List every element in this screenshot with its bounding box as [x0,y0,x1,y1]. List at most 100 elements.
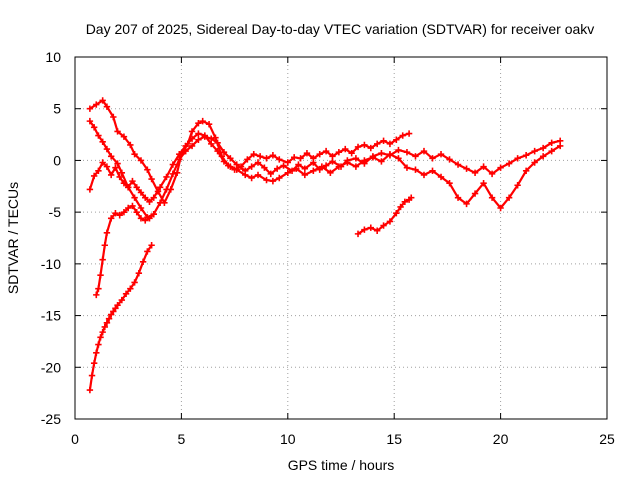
data-point [90,124,98,131]
data-point [107,153,115,160]
data-point [342,145,349,153]
data-point [127,141,134,149]
data-point [144,248,151,255]
data-point [322,162,330,169]
data-point [137,157,145,164]
data-point [522,167,530,174]
data-point [397,203,404,211]
data-point [386,151,394,158]
data-point [95,341,102,348]
data-point [437,173,445,181]
data-point [103,103,111,110]
data-point [395,146,402,154]
data-point [120,179,128,187]
data-point [488,170,496,178]
data-point [125,184,132,191]
data-point [199,117,206,125]
x-tick-label: 20 [493,431,509,447]
data-point [548,139,555,147]
data-point [114,160,121,167]
data-point [86,186,94,193]
data-point [131,194,138,201]
data-point [301,171,309,179]
data-point [505,194,513,201]
data-point [295,161,302,168]
data-point [256,153,264,160]
data-point [293,165,300,172]
data-point [90,359,98,367]
data-point [86,105,94,112]
data-point [163,173,170,181]
data-point [195,136,202,143]
data-point [201,132,209,139]
data-point [488,194,496,201]
data-point [454,161,462,168]
data-point [454,194,462,201]
data-point [273,165,281,172]
data-point [514,155,521,162]
data-point [137,189,145,196]
data-point [531,147,538,155]
data-point [93,101,100,108]
data-point [463,200,470,208]
series-arc-3 [86,130,564,212]
data-point [156,199,164,207]
data-point [303,149,311,157]
data-point [248,174,255,182]
data-point [244,156,251,163]
data-point [497,204,504,212]
data-point [116,212,123,219]
data-point [205,121,213,128]
data-point [101,242,108,249]
x-axis-label: GPS time / hours [288,457,395,473]
data-point [378,149,385,157]
chart-title: Day 207 of 2025, Sidereal Day-to-day VTE… [86,21,595,37]
data-point [329,158,336,165]
y-tick-label: -5 [49,204,62,220]
data-point [393,136,400,143]
data-point [99,159,106,166]
y-axis-label: SDTVAR / TECUs [5,182,21,294]
data-point [373,140,381,148]
data-point [310,167,317,174]
data-point [114,128,121,135]
data-point [369,154,377,161]
data-point [335,148,343,156]
x-tick-label: 0 [71,431,79,447]
data-point [354,143,362,151]
data-point [408,194,415,201]
data-point [242,171,249,179]
data-point [95,285,102,292]
data-point [367,144,374,152]
data-point [386,140,394,148]
data-point [403,164,411,171]
data-point [284,159,291,166]
data-point [233,166,240,173]
data-point [146,198,153,205]
data-point [137,215,145,222]
data-point [93,291,100,299]
data-point [280,162,287,169]
data-point [327,169,334,177]
y-tick-label: -10 [41,256,61,272]
data-point [531,159,538,166]
data-point [144,166,151,173]
data-point [227,163,234,170]
y-tick-label: -20 [41,359,61,375]
y-tick-label: 10 [45,49,61,65]
data-point [129,177,136,185]
x-tick-label: 25 [599,431,615,447]
data-point [539,153,547,160]
data-point [99,256,106,263]
data-point [269,152,277,159]
x-tick-label: 5 [178,431,186,447]
y-tick-label: -15 [41,308,61,324]
data-point [373,227,381,234]
data-point [103,229,111,237]
data-point [335,163,343,170]
data-point [539,144,547,152]
data-point [207,140,215,148]
data-point [99,328,106,336]
data-point [116,173,123,181]
data-point [290,154,298,161]
